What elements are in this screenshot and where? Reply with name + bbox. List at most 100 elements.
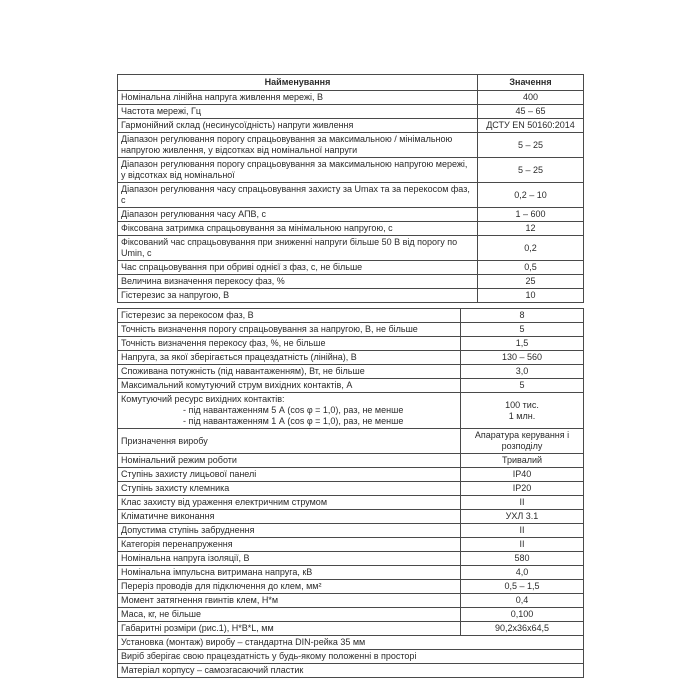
spec-value-cell: 12 bbox=[477, 221, 584, 236]
table-row: Точність визначення перекосу фаз, %, не … bbox=[117, 336, 584, 351]
spec-name-cell: Час спрацьовування при обриві однієї з ф… bbox=[117, 260, 478, 275]
spec-value-cell: 10 bbox=[477, 288, 584, 303]
spec-name-cell: Величина визначення перекосу фаз, % bbox=[117, 274, 478, 289]
table-row: Номінальна імпульсна витримана напруга, … bbox=[117, 565, 584, 580]
table-row: Матеріал корпусу – самозгасаючий пластик bbox=[117, 663, 584, 678]
spec-name-cell: Діапазон регулювання порогу спрацьовуван… bbox=[117, 157, 478, 183]
spec-name-cell: Споживана потужність (під навантаженням)… bbox=[117, 364, 461, 379]
table-row: Діапазон регулювання часу спрацьовування… bbox=[117, 182, 584, 208]
table-row: Споживана потужність (під навантаженням)… bbox=[117, 364, 584, 379]
spec-name-cell: Призначення виробу bbox=[117, 428, 461, 454]
spec-value-cell: 1 – 600 bbox=[477, 207, 584, 222]
spec-value-cell: 25 bbox=[477, 274, 584, 289]
spec-full-cell: Виріб зберігає свою працездатність у буд… bbox=[117, 649, 584, 664]
spec-value-cell: 400 bbox=[477, 90, 584, 105]
spec-name-cell: Напруга, за якої зберігається працездатн… bbox=[117, 350, 461, 365]
spec-full-cell: Установка (монтаж) виробу – стандартна D… bbox=[117, 635, 584, 650]
spec-value-cell: 0,2 – 10 bbox=[477, 182, 584, 208]
spec-name-cell: Діапазон регулювання часу АПВ, с bbox=[117, 207, 478, 222]
spec-value-cell: УХЛ 3.1 bbox=[460, 509, 584, 524]
spec-table-2: Гістерезис за перекосом фаз, В 8 Точність … bbox=[117, 308, 584, 678]
table-row: Напруга, за якої зберігається працездатн… bbox=[117, 350, 584, 365]
spec-value-cell: 45 – 65 bbox=[477, 104, 584, 119]
spec-full-cell: Матеріал корпусу – самозгасаючий пластик bbox=[117, 663, 584, 678]
column-header-value: Значення bbox=[477, 74, 584, 91]
spec-value-cell: Тривалий bbox=[460, 453, 584, 468]
table-row: Кліматичне виконання УХЛ 3.1 bbox=[117, 509, 584, 524]
table-row: Діапазон регулювання порогу спрацьовуван… bbox=[117, 132, 584, 158]
spec-value-cell: 5 – 25 bbox=[477, 157, 584, 183]
column-header-name: Найменування bbox=[117, 74, 478, 91]
table-row: Величина визначення перекосу фаз, % 25 bbox=[117, 274, 584, 289]
spec-value-cell: 580 bbox=[460, 551, 584, 566]
spec-value-cell: 8 bbox=[460, 308, 584, 323]
spec-sheet: Найменування Значення Номінальна лінійна… bbox=[117, 74, 584, 678]
spec-value-cell: IP40 bbox=[460, 467, 584, 482]
spec-name-cell: Кліматичне виконання bbox=[117, 509, 461, 524]
spec-name-cell: Фіксована затримка спрацьовування за мін… bbox=[117, 221, 478, 236]
table-row: Переріз проводів для підключення до клем… bbox=[117, 579, 584, 594]
table-row: Призначення виробу Апаратура керування і … bbox=[117, 428, 584, 454]
spec-value-cell: 4,0 bbox=[460, 565, 584, 580]
spec-value-cell: 90,2x36x64,5 bbox=[460, 621, 584, 636]
spec-name-cell: Номінальна лінійна напруга живлення мере… bbox=[117, 90, 478, 105]
spec-value-cell: II bbox=[460, 523, 584, 538]
table-row: Час спрацьовування при обриві однієї з ф… bbox=[117, 260, 584, 275]
spec-name-cell: Ступінь захисту клемника bbox=[117, 481, 461, 496]
spec-name-cell: Габаритні розміри (рис.1), H*B*L, мм bbox=[117, 621, 461, 636]
spec-value-cell: 1,5 bbox=[460, 336, 584, 351]
table-row: Установка (монтаж) виробу – стандартна D… bbox=[117, 635, 584, 650]
spec-value-cell: ДСТУ EN 50160:2014 bbox=[477, 118, 584, 133]
table-row: Номінальний режим роботи Тривалий bbox=[117, 453, 584, 468]
table-row: Ступінь захисту лицьової панелі IP40 bbox=[117, 467, 584, 482]
table-row: Ступінь захисту клемника IP20 bbox=[117, 481, 584, 496]
spec-name-cell: Точність визначення перекосу фаз, %, не … bbox=[117, 336, 461, 351]
table-row: Номінальна напруга ізоляції, В 580 bbox=[117, 551, 584, 566]
spec-name-cell: Допустима ступінь забруднення bbox=[117, 523, 461, 538]
table-row: Максимальний комутуючий струм вихідних к… bbox=[117, 378, 584, 393]
table-row: Допустима ступінь забруднення II bbox=[117, 523, 584, 538]
spec-name-cell: Максимальний комутуючий струм вихідних к… bbox=[117, 378, 461, 393]
table-row: Габаритні розміри (рис.1), H*B*L, мм 90,2… bbox=[117, 621, 584, 636]
header-row: Найменування Значення bbox=[117, 74, 584, 91]
spec-table-1: Найменування Значення Номінальна лінійна… bbox=[117, 74, 584, 303]
table-row: Гармонійний склад (несинусоїдність) напр… bbox=[117, 118, 584, 133]
spec-name-cell: Діапазон регулювання порогу спрацьовуван… bbox=[117, 132, 478, 158]
spec-value-cell: 5 bbox=[460, 322, 584, 337]
spec-value-cell: 0,2 bbox=[477, 235, 584, 261]
table-row: Точність визначення порогу спрацьовуванн… bbox=[117, 322, 584, 337]
table-row: Клас захисту від ураження електричним ст… bbox=[117, 495, 584, 510]
spec-name-cell: Точність визначення порогу спрацьовуванн… bbox=[117, 322, 461, 337]
table-row: Частота мережі, Гц 45 – 65 bbox=[117, 104, 584, 119]
table-row: Номінальна лінійна напруга живлення мере… bbox=[117, 90, 584, 105]
spec-name-cell: Категорія перенапруження bbox=[117, 537, 461, 552]
spec-value-cell: Апаратура керування і розподілу bbox=[460, 428, 584, 454]
table-row: Гістерезис за напругою, В 10 bbox=[117, 288, 584, 303]
spec-value-cell: 5 – 25 bbox=[477, 132, 584, 158]
spec-value-cell: 0,5 bbox=[477, 260, 584, 275]
spec-name-cell: Гармонійний склад (несинусоїдність) напр… bbox=[117, 118, 478, 133]
spec-name-cell: Гістерезис за напругою, В bbox=[117, 288, 478, 303]
table-row: Категорія перенапруження II bbox=[117, 537, 584, 552]
table-row: Виріб зберігає свою працездатність у буд… bbox=[117, 649, 584, 664]
spec-name-cell: Діапазон регулювання часу спрацьовування… bbox=[117, 182, 478, 208]
spec-value-cell: 130 – 560 bbox=[460, 350, 584, 365]
spec-name-cell: Гістерезис за перекосом фаз, В bbox=[117, 308, 461, 323]
spec-name-cell: Фіксований час спрацьовування при знижен… bbox=[117, 235, 478, 261]
spec-value-cell: II bbox=[460, 495, 584, 510]
table-row: Маса, кг, не більше 0,100 bbox=[117, 607, 584, 622]
spec-name-cell: Переріз проводів для підключення до клем… bbox=[117, 579, 461, 594]
spec-name-cell: Номінальний режим роботи bbox=[117, 453, 461, 468]
spec-name-cell: Клас захисту від ураження електричним ст… bbox=[117, 495, 461, 510]
spec-name-cell: Ступінь захисту лицьової панелі bbox=[117, 467, 461, 482]
spec-value-cell: 0,4 bbox=[460, 593, 584, 608]
spec-value-cell: 0,5 – 1,5 bbox=[460, 579, 584, 594]
spec-name-cell: Момент затягнення гвинтів клем, Н*м bbox=[117, 593, 461, 608]
spec-value-cell: IP20 bbox=[460, 481, 584, 496]
spec-name-cell: Номінальна напруга ізоляції, В bbox=[117, 551, 461, 566]
table-row: Комутуючий ресурс вихідних контактів: - п… bbox=[117, 392, 584, 429]
spec-value-cell: II bbox=[460, 537, 584, 552]
